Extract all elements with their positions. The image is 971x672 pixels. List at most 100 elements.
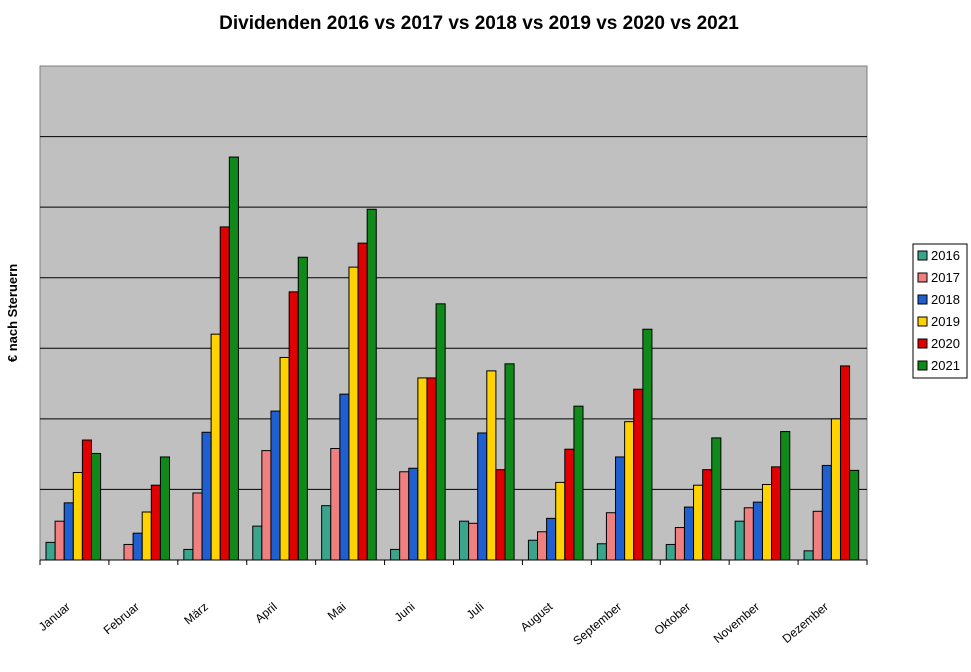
legend-swatch-2017 [917,272,928,283]
bar-2018-oktober [683,506,695,561]
bar-2017-oktober [674,527,685,561]
bar-2017-juli [468,522,479,561]
bar-2017-november [743,507,754,561]
bar-2021-august [573,405,584,561]
legend: 2016 2017 2018 2019 2020 2021 [912,243,968,379]
bar-2017-januar [54,520,65,561]
legend-swatch-2020 [917,338,928,349]
bar-2019-juni [417,377,428,561]
bar-2020-märz [219,226,230,561]
bar-2016-mai [321,505,332,561]
x-tick-label: Januar [36,600,73,634]
legend-label-2019: 2019 [931,314,960,329]
x-tick-label: Februar [101,600,142,638]
bar-2021-märz [228,156,239,561]
bar-2016-november [734,520,745,561]
bar-2021-november [780,431,791,561]
bar-2017-dezember [812,510,823,561]
legend-label-2016: 2016 [931,248,960,263]
bar-2017-april [261,450,272,561]
bar-2017-februar [123,543,134,561]
x-tick-label: November [711,600,762,646]
bar-2020-juni [426,377,437,561]
bar-2018-dezember [821,464,832,561]
x-tick-label: August [518,599,556,634]
bar-2018-september [615,456,626,561]
bar-2018-juni [408,467,419,561]
x-tick-label: Juli [464,600,487,622]
bar-2016-märz [183,548,194,561]
bar-2016-september [596,543,607,561]
bar-2016-dezember [803,550,814,561]
bar-2017-august [537,531,548,561]
bar-2020-mai [357,242,368,561]
legend-box [912,243,968,379]
bar-2021-juni [435,303,446,561]
gridlines [40,136,867,490]
bar-2017-mai [330,447,341,561]
bar-2016-april [252,525,263,561]
bar-2016-januar [45,541,56,561]
bar-2018-januar [63,502,74,561]
bar-2021-januar [91,452,102,561]
legend-swatch-2016 [917,250,928,261]
bar-2019-januar [72,471,83,561]
chart-title: Dividenden 2016 vs 2017 vs 2018 vs 2019 … [219,13,739,34]
legend-label-2020: 2020 [931,336,960,351]
bar-2020-februar [150,484,161,561]
bar-2016-juni [390,548,401,561]
bar-2019-oktober [693,484,704,561]
bar-2018-august [546,517,557,561]
x-tick-label: September [570,600,624,648]
bar-2019-dezember [830,418,841,561]
bar-2020-januar [81,439,93,561]
x-tick-label: Juni [392,600,418,625]
bar-2019-august [555,481,566,561]
bar-2019-mai [348,266,359,561]
bar-2020-juli [495,469,506,561]
bar-2019-juli [486,370,497,561]
plot-area [39,65,868,561]
bar-2021-dezember [849,469,860,561]
x-tick-label: Oktober [651,600,693,638]
bar-2018-november [752,501,763,561]
legend-label-2021: 2021 [931,358,960,373]
x-tick-label: Mai [325,600,349,623]
bars [45,156,860,561]
bar-2019-september [624,421,635,561]
x-tick-labels: Januar Februar März April Mai Juni Juli August S… [36,599,831,648]
bar-2020-august [564,448,575,561]
bar-2018-juli [477,432,488,561]
bar-2021-februar [159,456,171,561]
bar-2021-mai [366,208,377,561]
bar-2018-april [270,410,281,561]
bar-2019-april [279,356,290,561]
bar-2020-dezember [839,365,851,561]
bar-2021-oktober [711,437,722,561]
legend-swatch-2018 [917,294,928,305]
bar-2018-märz [201,431,212,561]
legend-label-2017: 2017 [931,270,960,285]
x-tick-label: Dezember [780,600,831,646]
bar-2019-märz [210,333,221,561]
bar-2017-märz [192,492,203,561]
x-axis [39,559,868,565]
bar-2020-september [633,388,644,561]
bar-2020-april [288,291,299,561]
legend-swatch-2019 [917,316,928,327]
bar-2018-februar [132,532,143,561]
legend-label-2018: 2018 [931,292,960,307]
bar-2020-november [771,466,782,561]
bar-2016-juli [459,520,470,561]
x-tick-label: April [252,600,279,626]
bar-2020-oktober [702,469,713,561]
x-tick-label: März [181,600,210,628]
bar-2021-juli [504,363,515,561]
bar-2016-oktober [665,543,676,561]
bar-2017-september [605,512,617,561]
bar-2019-februar [141,511,152,561]
bar-2018-mai [339,393,350,561]
bar-2021-september [642,328,653,561]
legend-swatch-2021 [917,360,928,371]
